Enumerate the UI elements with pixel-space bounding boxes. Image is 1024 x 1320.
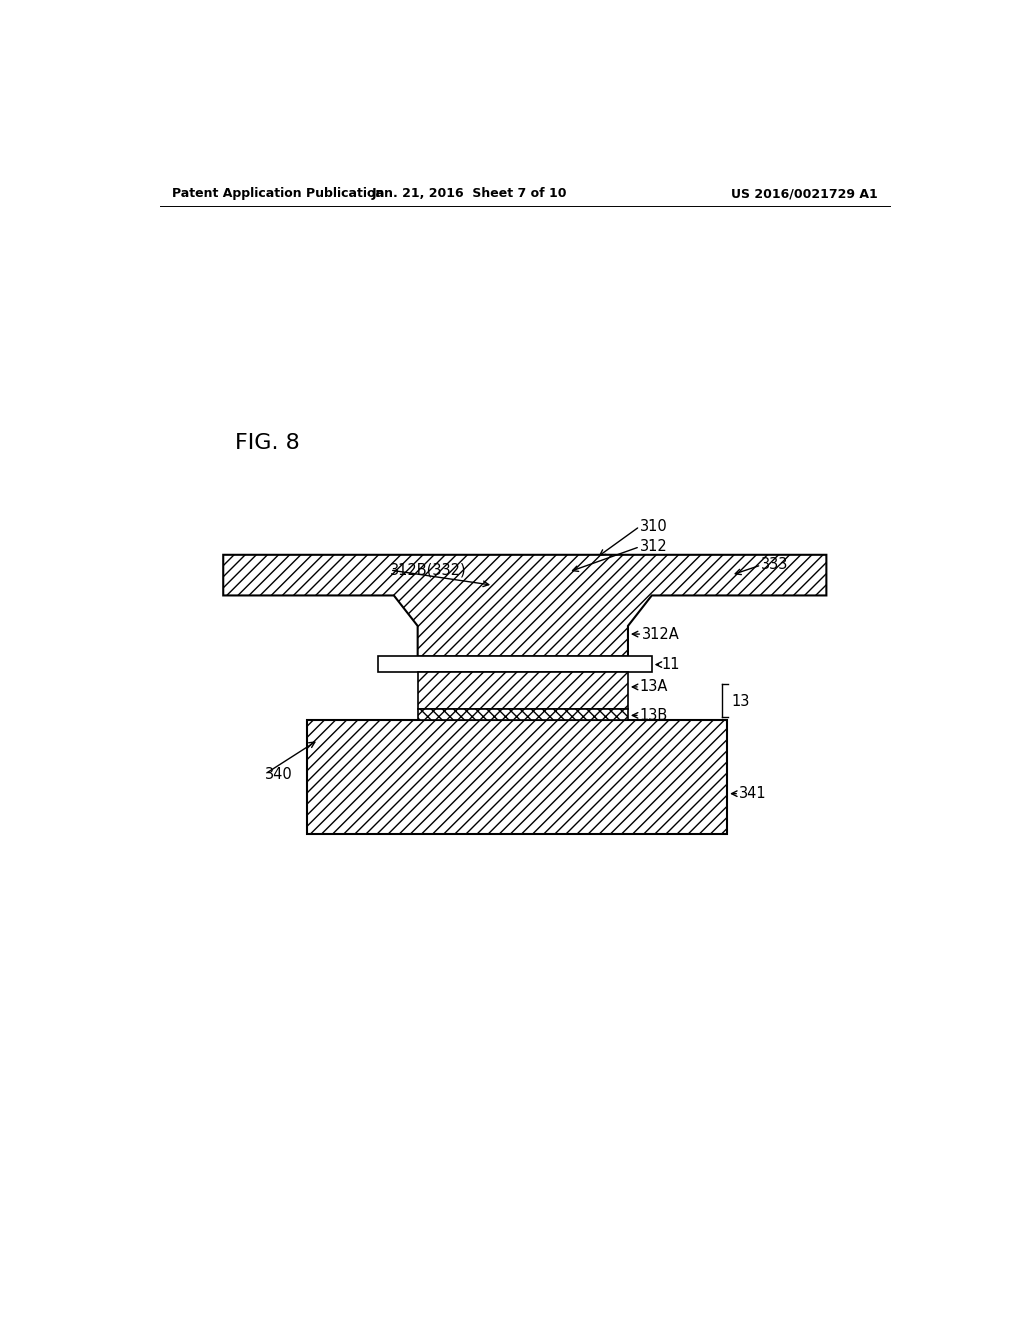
Text: 13: 13 [731, 693, 750, 709]
Text: Patent Application Publication: Patent Application Publication [172, 187, 384, 201]
Bar [306, 721, 727, 834]
Text: 13B: 13B [640, 708, 668, 723]
Text: 13A: 13A [640, 680, 669, 694]
Text: Jan. 21, 2016  Sheet 7 of 10: Jan. 21, 2016 Sheet 7 of 10 [372, 187, 567, 201]
Text: US 2016/0021729 A1: US 2016/0021729 A1 [731, 187, 878, 201]
Text: 310: 310 [640, 519, 668, 533]
Text: 340: 340 [264, 767, 292, 781]
Text: 333: 333 [761, 557, 788, 573]
Text: 341: 341 [739, 787, 767, 801]
Text: 312: 312 [640, 539, 668, 554]
Polygon shape [223, 554, 826, 656]
Bar [418, 709, 628, 721]
Text: 11: 11 [662, 657, 680, 672]
Bar [378, 656, 652, 672]
Text: 312A: 312A [642, 627, 680, 642]
Text: FIG. 8: FIG. 8 [236, 433, 300, 453]
Text: 312B(332): 312B(332) [390, 562, 467, 578]
Bar [418, 672, 628, 709]
